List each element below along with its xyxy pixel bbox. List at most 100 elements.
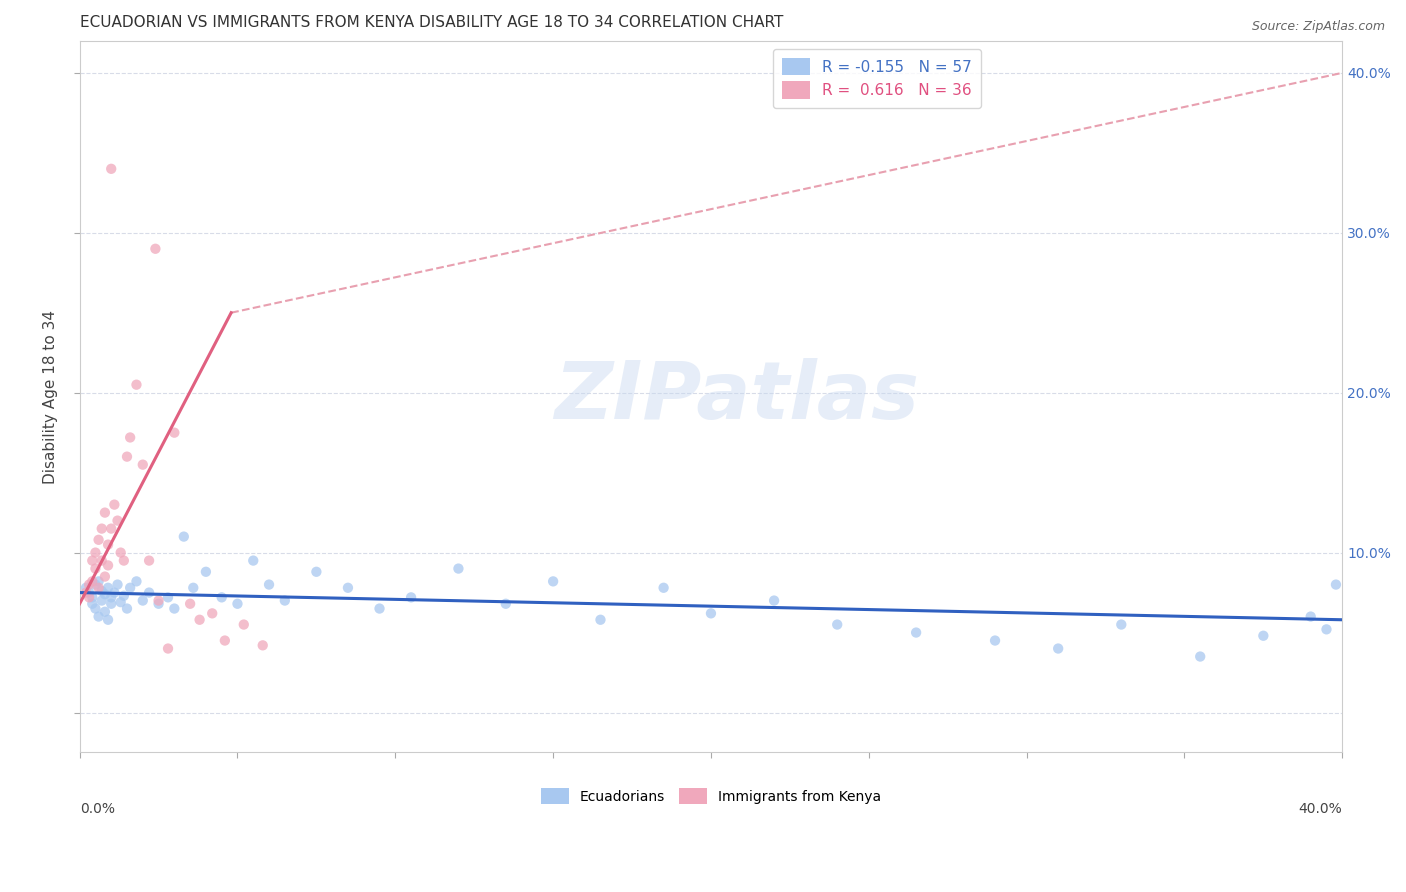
Point	[82, 591, 104, 605]
Point	[589, 613, 612, 627]
Point	[75, 585, 97, 599]
Point	[115, 450, 138, 464]
Point	[100, 591, 122, 605]
Point	[138, 553, 160, 567]
Point	[179, 597, 201, 611]
Point	[825, 617, 848, 632]
Point	[103, 498, 125, 512]
Point	[145, 242, 167, 256]
Point	[148, 593, 170, 607]
Point	[201, 607, 224, 621]
Point	[84, 601, 107, 615]
Point	[87, 574, 110, 589]
Point	[157, 641, 180, 656]
Point	[84, 561, 107, 575]
Point	[1253, 629, 1275, 643]
Point	[75, 581, 97, 595]
Point	[103, 585, 125, 599]
Point	[107, 514, 129, 528]
Point	[100, 597, 122, 611]
Point	[94, 569, 117, 583]
Point	[110, 595, 132, 609]
Point	[94, 506, 117, 520]
Text: 0.0%: 0.0%	[80, 802, 115, 816]
Point	[1047, 641, 1070, 656]
Point	[120, 430, 142, 444]
Point	[97, 613, 120, 627]
Text: ZIPatlas: ZIPatlas	[554, 358, 918, 435]
Point	[82, 553, 104, 567]
Point	[125, 574, 148, 589]
Point	[87, 609, 110, 624]
Point	[242, 553, 264, 567]
Text: Source: ZipAtlas.com: Source: ZipAtlas.com	[1251, 20, 1385, 33]
Point	[163, 601, 186, 615]
Point	[115, 601, 138, 615]
Point	[652, 581, 675, 595]
Point	[132, 458, 155, 472]
Point	[90, 593, 112, 607]
Point	[1324, 577, 1347, 591]
Point	[252, 638, 274, 652]
Point	[120, 581, 142, 595]
Point	[188, 613, 211, 627]
Point	[232, 617, 254, 632]
Point	[157, 591, 180, 605]
Point	[82, 597, 104, 611]
Legend: R = -0.155   N = 57, R =  0.616   N = 36: R = -0.155 N = 57, R = 0.616 N = 36	[773, 48, 981, 108]
Point	[84, 577, 107, 591]
Point	[194, 565, 217, 579]
Point	[112, 553, 135, 567]
Point	[97, 538, 120, 552]
Point	[97, 558, 120, 573]
Text: 40.0%: 40.0%	[1299, 802, 1343, 816]
Point	[82, 574, 104, 589]
Point	[257, 577, 280, 591]
Point	[368, 601, 391, 615]
Point	[274, 593, 297, 607]
Point	[125, 377, 148, 392]
Point	[1189, 649, 1212, 664]
Point	[173, 530, 195, 544]
Point	[148, 597, 170, 611]
Point	[90, 584, 112, 599]
Point	[905, 625, 928, 640]
Point	[163, 425, 186, 440]
Point	[77, 591, 100, 605]
Point	[94, 587, 117, 601]
Text: ECUADORIAN VS IMMIGRANTS FROM KENYA DISABILITY AGE 18 TO 34 CORRELATION CHART: ECUADORIAN VS IMMIGRANTS FROM KENYA DISA…	[80, 15, 783, 30]
Point	[181, 581, 204, 595]
Point	[399, 591, 422, 605]
Point	[1299, 609, 1322, 624]
Point	[1111, 617, 1133, 632]
Point	[100, 522, 122, 536]
Point	[214, 633, 236, 648]
Point	[305, 565, 328, 579]
Y-axis label: Disability Age 18 to 34: Disability Age 18 to 34	[44, 310, 58, 483]
Point	[87, 533, 110, 547]
Point	[700, 607, 723, 621]
Point	[87, 581, 110, 595]
Point	[132, 593, 155, 607]
Point	[1315, 623, 1337, 637]
Point	[90, 522, 112, 536]
Point	[77, 585, 100, 599]
Point	[97, 581, 120, 595]
Point	[110, 546, 132, 560]
Point	[90, 553, 112, 567]
Point	[84, 546, 107, 560]
Point	[763, 593, 786, 607]
Point	[541, 574, 564, 589]
Point	[138, 585, 160, 599]
Point	[984, 633, 1007, 648]
Point	[226, 597, 249, 611]
Point	[336, 581, 359, 595]
Point	[211, 591, 233, 605]
Point	[447, 561, 470, 575]
Point	[112, 589, 135, 603]
Point	[495, 597, 517, 611]
Point	[77, 577, 100, 591]
Point	[94, 605, 117, 619]
Point	[100, 161, 122, 176]
Point	[107, 577, 129, 591]
